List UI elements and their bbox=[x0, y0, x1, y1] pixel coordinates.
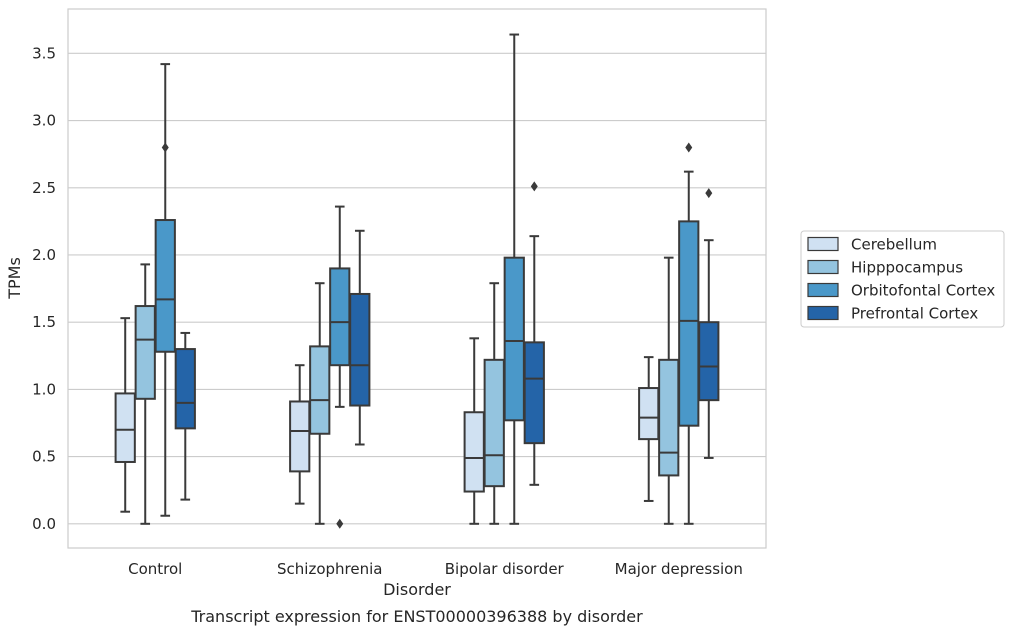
y-axis-ticks: 0.0 0.5 1.0 1.5 2.0 2.5 3.0 3.5 bbox=[32, 44, 56, 532]
plot-area-frame bbox=[67, 8, 767, 549]
chart-caption: Transcript expression for ENST0000039638… bbox=[190, 607, 643, 626]
box-prefrontal-cortex bbox=[174, 331, 196, 501]
x-axis-ticks: Control Schizophrenia Bipolar disorder Majo… bbox=[128, 560, 743, 578]
legend-swatch bbox=[807, 305, 839, 321]
box-hipppocampus bbox=[309, 282, 331, 525]
iqr-box bbox=[114, 392, 136, 463]
x-tick-label: Major depression bbox=[615, 560, 743, 578]
x-tick-label: Bipolar disorder bbox=[445, 560, 565, 578]
iqr-box bbox=[329, 267, 351, 367]
box-prefrontal-cortex bbox=[698, 188, 720, 459]
x-axis-title: Disorder bbox=[383, 580, 451, 599]
outlier-point bbox=[336, 518, 344, 529]
outlier-point bbox=[705, 188, 713, 199]
x-tick-label: Control bbox=[128, 560, 182, 578]
legend: Cerebellum Hipppocampus Orbitofontal Corte… bbox=[800, 230, 1005, 328]
box-hipppocampus bbox=[134, 263, 156, 525]
iqr-box bbox=[523, 341, 545, 445]
box-hipppocampus bbox=[658, 256, 680, 525]
legend-label: Orbitofontal Cortex bbox=[851, 282, 995, 300]
legend-label: Cerebellum bbox=[851, 236, 937, 254]
iqr-box bbox=[289, 400, 311, 473]
box-cerebellum bbox=[638, 356, 660, 502]
legend-swatch bbox=[807, 282, 839, 298]
y-tick-label: 2.0 bbox=[32, 246, 56, 264]
iqr-box bbox=[463, 411, 485, 493]
box-groups bbox=[114, 33, 720, 529]
legend-swatch bbox=[807, 236, 839, 252]
iqr-box bbox=[174, 348, 196, 430]
y-tick-label: 0.0 bbox=[32, 515, 56, 533]
iqr-box bbox=[698, 321, 720, 402]
y-tick-label: 3.5 bbox=[32, 44, 56, 62]
legend-label: Prefrontal Cortex bbox=[851, 305, 978, 323]
iqr-box bbox=[483, 358, 505, 488]
legend-label: Hipppocampus bbox=[851, 259, 963, 277]
iqr-box bbox=[309, 345, 331, 435]
iqr-box bbox=[154, 219, 176, 353]
box-cerebellum bbox=[289, 364, 311, 505]
box-cerebellum bbox=[114, 317, 136, 513]
outlier-point bbox=[161, 142, 169, 153]
box-prefrontal-cortex bbox=[349, 229, 371, 446]
y-tick-label: 2.5 bbox=[32, 179, 56, 197]
iqr-box bbox=[638, 387, 660, 441]
legend-swatch bbox=[807, 259, 839, 275]
outlier-point bbox=[530, 181, 538, 192]
iqr-box bbox=[349, 292, 371, 407]
y-tick-label: 1.0 bbox=[32, 380, 56, 398]
iqr-box bbox=[658, 358, 680, 477]
iqr-box bbox=[678, 220, 700, 427]
box-hipppocampus bbox=[483, 282, 505, 525]
iqr-box bbox=[503, 256, 525, 422]
y-tick-label: 1.5 bbox=[32, 313, 56, 331]
box-orbitofontal-cortex bbox=[678, 142, 700, 525]
x-tick-label: Schizophrenia bbox=[277, 560, 382, 578]
iqr-box bbox=[134, 305, 156, 400]
y-tick-label: 3.0 bbox=[32, 112, 56, 130]
box-orbitofontal-cortex bbox=[503, 33, 525, 525]
box-orbitofontal-cortex bbox=[154, 63, 176, 517]
outlier-point bbox=[685, 142, 693, 153]
legend-frame bbox=[800, 230, 1005, 328]
y-tick-label: 0.5 bbox=[32, 448, 56, 466]
box-cerebellum bbox=[463, 337, 485, 525]
box-prefrontal-cortex bbox=[523, 181, 545, 486]
y-axis-title: TPMs bbox=[5, 257, 24, 300]
